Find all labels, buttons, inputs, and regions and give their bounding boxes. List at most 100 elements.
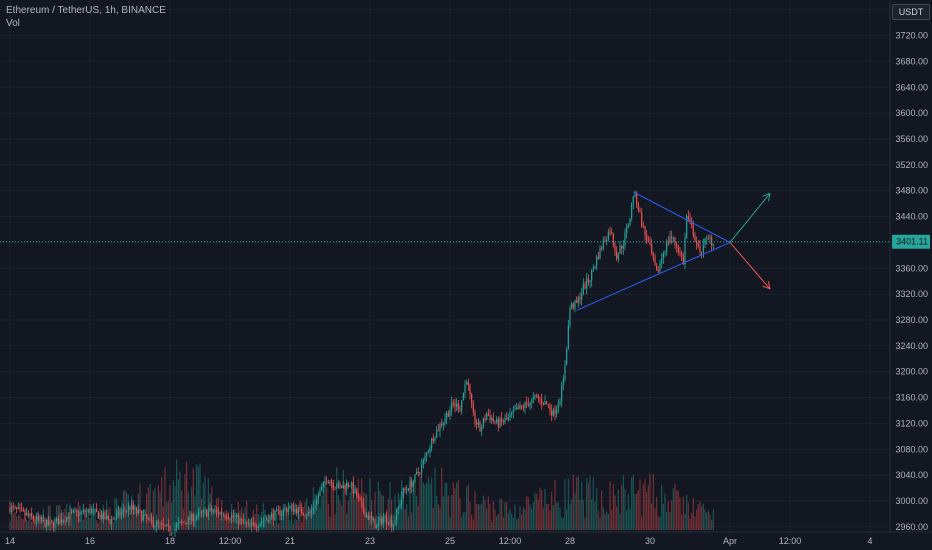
candle-body [424,455,426,461]
candle-body [371,516,373,520]
price-tick-label: 3040.00 [895,470,928,480]
candle-body [282,509,284,514]
candle-body [346,482,348,490]
candle-body [221,512,223,515]
candle-body [101,514,103,520]
volume-bar [389,482,391,530]
volume-bar [572,474,574,530]
volume-bar [267,518,269,530]
candle-body [276,509,278,511]
candle-body [409,481,411,490]
candle-body [41,517,43,522]
candle-body [376,525,378,529]
price-axis[interactable]: 2960.00 3000.00 3040.00 3080.00 3120.00 3160.… [889,0,932,550]
currency-button[interactable]: USDT [892,4,930,20]
candle-body [364,511,366,518]
volume-bar [517,518,519,530]
candle-body [264,519,266,521]
volume-bar [414,480,416,530]
candle-body [272,513,274,520]
volume-bar [11,511,13,530]
volume-bar [426,483,428,530]
volume-bar [344,482,346,530]
volume-bar [532,502,534,530]
candle-body [227,518,229,519]
triangle-lower-line[interactable] [576,241,731,311]
candle-body [567,325,569,350]
volume-bar [74,510,76,530]
candle-body [246,521,248,524]
arrow-up[interactable] [729,192,771,243]
volume-bar [531,508,533,530]
candle-body [242,519,244,523]
candle-body [57,518,59,525]
volume-bar [87,511,89,530]
candle-body [511,412,513,415]
candle-body [642,226,644,227]
volume-bar [499,498,501,530]
candle-body [301,507,303,514]
candle-body [241,518,243,520]
time-axis[interactable]: 14 16 18 12:00 21 23 25 12:00 28 30 Apr 12:00 4 [0,531,932,546]
candle-body [274,510,276,520]
candle-body [472,402,474,413]
triangle-upper-line[interactable] [633,191,731,243]
candle-body [294,508,296,512]
current-price-label[interactable]: 3401.11 [896,237,928,247]
candle-body [474,412,476,423]
candle-body [596,256,598,266]
candle-body [466,382,468,385]
volume-bar [204,476,206,530]
volume-bar [636,493,638,530]
candle-body [341,486,343,489]
candle-body [372,519,374,520]
volume-bar [326,487,328,530]
symbol-title[interactable]: Ethereum / TetherUS, 1h, BINANCE [6,5,166,16]
candle-body [587,278,589,282]
candle-body [501,417,503,421]
arrow-down[interactable] [729,242,771,290]
candle-body [162,523,164,526]
candle-body [631,203,633,219]
candle-body [219,512,221,515]
volume-bar [481,503,483,530]
candle-body [614,245,616,252]
candle-body [604,240,606,242]
candle-body [381,517,383,524]
candle-body [489,415,491,421]
candle-body [32,516,34,520]
volume-bar [546,504,548,530]
candle-body [22,509,24,511]
candle-body [394,520,396,526]
candle-body [202,510,204,513]
volume-bar [506,501,508,530]
candle-body [262,520,264,522]
candle-body [206,509,208,517]
price-tick-label: 3080.00 [895,444,928,454]
candle-body [391,519,393,527]
volume-bar [691,512,693,530]
candle-body [571,303,573,308]
volume-bar [482,495,484,530]
candle-body [164,525,166,527]
price-tick-label: 3560.00 [895,134,928,144]
time-tick-label: 16 [85,536,95,546]
volume-bar [529,504,531,530]
volume-bar [29,518,31,530]
candle-body [507,417,509,420]
current-price-label-box[interactable] [892,234,930,249]
candle-body [541,398,543,404]
volume-bar [659,516,661,530]
volume-bar [219,516,221,530]
volume-bar [182,508,184,530]
time-tick-label: 25 [445,536,455,546]
volume-bar [419,475,421,530]
candle-body [132,504,134,510]
candle-body [446,413,448,419]
candle-body [467,382,469,385]
candle-body [634,192,636,197]
volume-bar [692,497,694,530]
volume-indicator-label[interactable]: Vol [6,18,20,29]
candle-body [431,438,433,448]
